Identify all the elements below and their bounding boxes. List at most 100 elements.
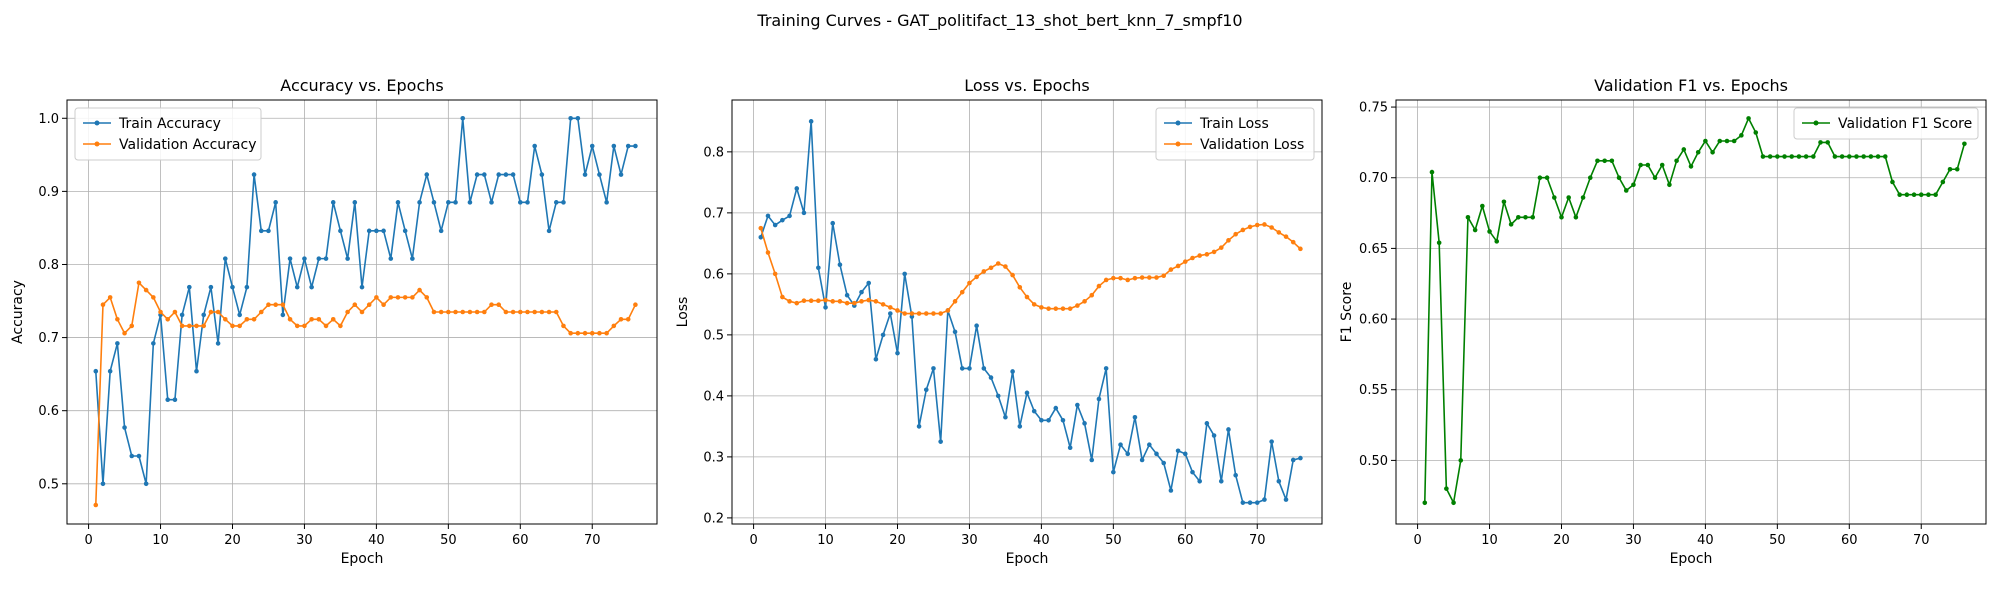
y-axis-label: Accuracy: [10, 280, 26, 344]
data-point: [266, 302, 271, 307]
chart-panels: 0 10 20 30 40 50 60 70 0.5 0.6 0.7 0.8 0.9 1.0 Accurac…: [10, 76, 1987, 567]
data-point: [280, 302, 286, 307]
data-point: [1067, 445, 1073, 451]
data-point: [1147, 442, 1152, 447]
data-point: [431, 309, 437, 315]
data-point: [208, 284, 214, 290]
data-point: [1947, 166, 1953, 172]
data-point: [1197, 478, 1202, 484]
data-point: [122, 330, 127, 336]
data-point: [1233, 472, 1238, 478]
series-validation-loss: [758, 222, 1303, 316]
data-point: [345, 256, 350, 261]
data-point: [880, 302, 886, 307]
data-point: [1882, 154, 1888, 159]
data-point: [446, 200, 451, 205]
data-point: [158, 309, 163, 315]
data-point: [772, 271, 778, 277]
x-tick-label: 20: [224, 533, 241, 548]
data-point: [417, 200, 422, 205]
data-point: [1089, 457, 1095, 463]
data-point: [808, 298, 814, 304]
data-point: [388, 295, 394, 300]
data-point: [758, 234, 764, 240]
data-point: [359, 309, 365, 315]
x-tick-label: 50: [440, 533, 457, 548]
data-point: [1024, 390, 1030, 396]
data-point: [525, 200, 530, 205]
data-point: [1132, 275, 1138, 281]
data-point: [967, 366, 972, 371]
data-point: [1940, 179, 1946, 185]
data-point: [1103, 366, 1109, 371]
data-point: [575, 115, 581, 121]
data-point: [625, 143, 631, 149]
data-point: [179, 323, 185, 329]
data-point: [187, 323, 192, 329]
data-point: [852, 300, 857, 306]
data-point: [887, 311, 893, 316]
data-point: [1240, 227, 1246, 233]
data-point: [1811, 154, 1816, 159]
data-point: [1659, 162, 1665, 168]
plot-area: [732, 100, 1322, 524]
data-point: [837, 262, 843, 268]
data-point: [1789, 154, 1795, 159]
data-point: [916, 424, 922, 429]
legend-swatch-marker: [1813, 120, 1819, 126]
data-point: [952, 299, 958, 304]
data-point: [880, 332, 886, 338]
data-point: [302, 256, 307, 261]
data-point: [902, 271, 907, 277]
data-point: [931, 311, 936, 316]
data-point: [266, 228, 271, 234]
figure-suptitle: Training Curves - GAT_politifact_13_shot…: [756, 11, 1242, 31]
data-point: [489, 200, 494, 205]
data-point: [1211, 249, 1217, 255]
data-point: [1645, 162, 1651, 168]
data-point: [165, 317, 171, 322]
data-point: [830, 220, 836, 226]
data-point: [410, 295, 415, 300]
data-point: [1717, 138, 1723, 144]
data-point: [273, 302, 278, 307]
data-point: [844, 300, 850, 306]
data-point: [938, 311, 943, 316]
series-line: [94, 117, 636, 485]
data-point: [1039, 417, 1044, 423]
data-point: [873, 299, 879, 304]
data-point: [974, 274, 979, 280]
data-point: [1053, 405, 1059, 411]
data-point: [323, 323, 329, 329]
data-point: [1003, 414, 1008, 420]
data-point: [1017, 284, 1023, 290]
x-tick-label: 40: [1033, 533, 1050, 548]
data-point: [765, 250, 771, 255]
data-point: [194, 323, 199, 329]
data-point: [532, 143, 537, 149]
data-point: [816, 265, 821, 271]
data-point: [467, 309, 473, 315]
data-point: [115, 341, 120, 346]
data-point: [830, 299, 836, 304]
data-point: [1688, 164, 1694, 169]
data-point: [179, 312, 185, 318]
data-point: [431, 200, 437, 205]
data-point: [1422, 500, 1428, 506]
data-point: [1125, 277, 1131, 283]
data-point: [1154, 451, 1159, 457]
data-point: [280, 312, 286, 318]
data-point: [539, 309, 545, 315]
data-point: [1508, 222, 1514, 227]
y-tick-label: 0.9: [38, 185, 59, 200]
data-point: [208, 309, 214, 315]
x-tick-label: 0: [1413, 533, 1421, 548]
data-point: [1111, 275, 1116, 281]
y-tick-label: 0.3: [703, 450, 724, 465]
data-point: [1962, 141, 1967, 147]
data-point: [1616, 175, 1622, 181]
data-point: [122, 425, 127, 430]
data-point: [981, 269, 987, 274]
data-point: [787, 299, 792, 304]
data-point: [251, 172, 257, 177]
